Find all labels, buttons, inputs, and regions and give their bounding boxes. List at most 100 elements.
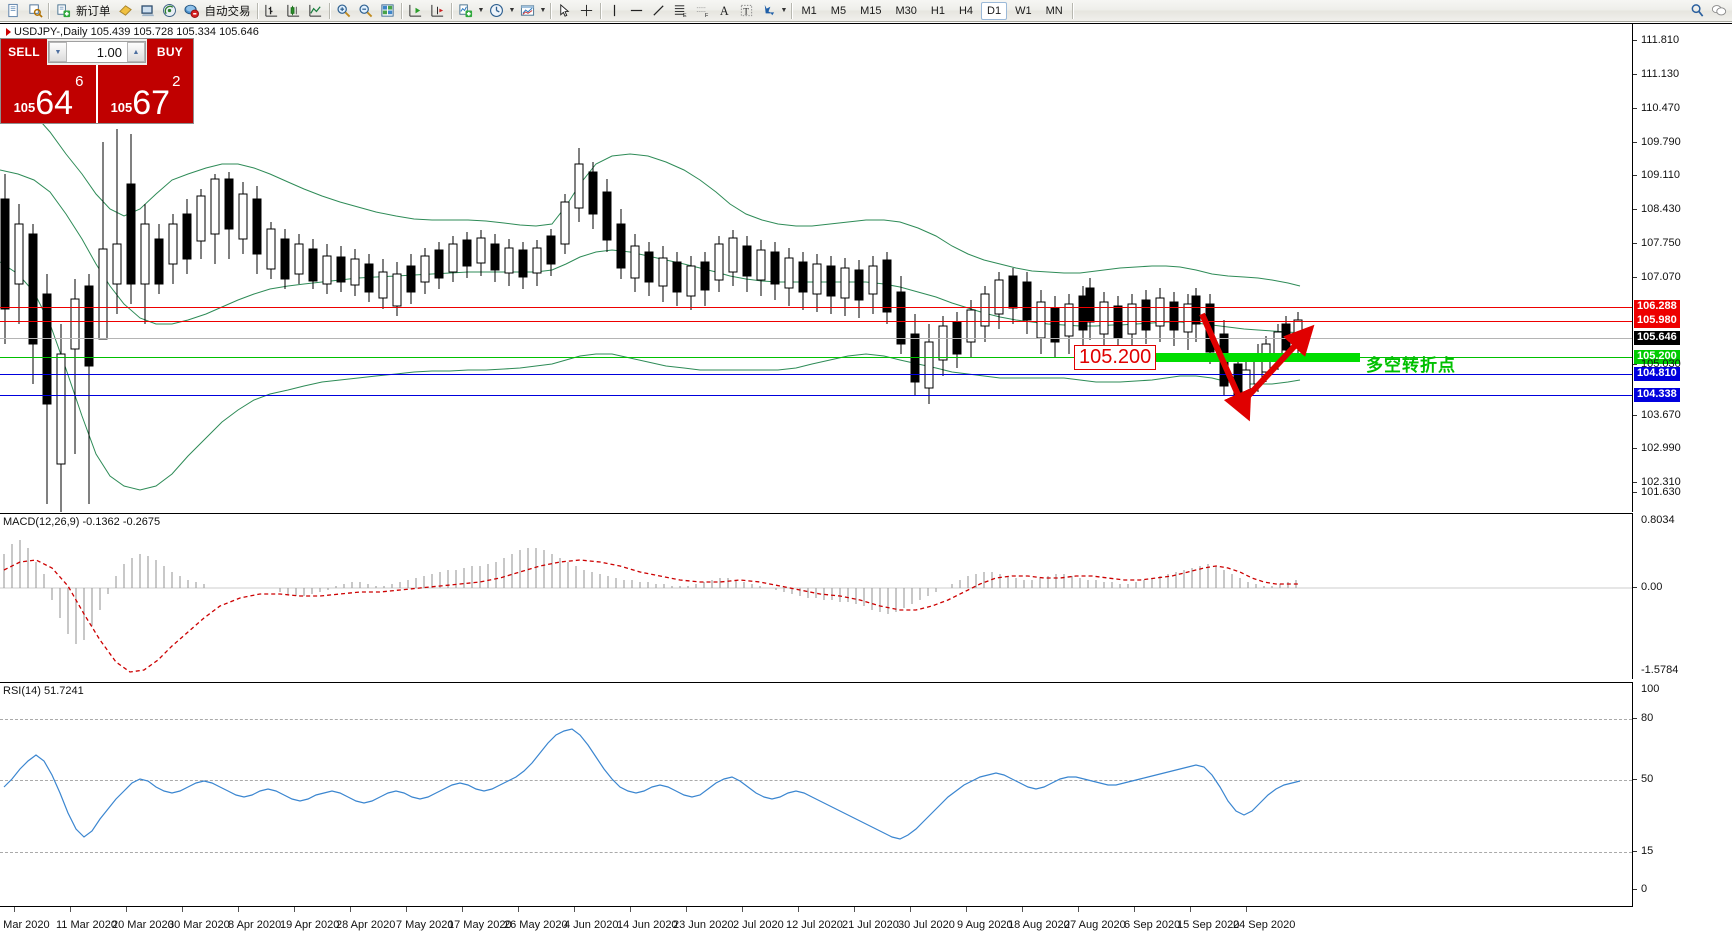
price-chip-105200[interactable]: 105.200 bbox=[1634, 350, 1680, 364]
main-toolbar[interactable]: 新订单 自动交易 ▼ ▼ bbox=[0, 0, 1732, 22]
signals-icon[interactable] bbox=[159, 1, 181, 21]
trendline-icon[interactable] bbox=[648, 1, 670, 21]
volume-input[interactable]: 1.00 bbox=[67, 42, 127, 62]
symbol-marker-icon bbox=[6, 28, 11, 37]
timeframe-h1[interactable]: H1 bbox=[930, 4, 945, 17]
one-click-trading-prices[interactable]: 105 64 6 105 67 2 bbox=[1, 65, 193, 123]
chat-icon[interactable] bbox=[1708, 1, 1730, 21]
resistance-line-106288[interactable] bbox=[0, 307, 1632, 308]
timeframe-h4[interactable]: H4 bbox=[958, 4, 973, 17]
indicators-icon[interactable] bbox=[455, 1, 477, 21]
new-order-icon[interactable] bbox=[52, 1, 74, 21]
templates-icon[interactable] bbox=[517, 1, 539, 21]
support-line-104338[interactable] bbox=[0, 395, 1632, 396]
rsi-canvas bbox=[3, 728, 1301, 840]
price-axis[interactable]: 111.810 111.130 110.470 109.790 109.110 … bbox=[1632, 24, 1732, 512]
volume-increment-button[interactable]: ▲ bbox=[127, 42, 145, 62]
zoom-out-icon[interactable] bbox=[355, 1, 377, 21]
expert-advisor-icon[interactable] bbox=[115, 1, 137, 21]
date-label: 7 May 2020 bbox=[396, 919, 454, 931]
macd-label: MACD(12,26,9) -0.1362 -0.2675 bbox=[3, 516, 161, 528]
one-click-trading-panel[interactable]: SELL ▼ 1.00 ▲ BUY 105 64 6 105 67 2 bbox=[0, 38, 194, 124]
line-chart-icon[interactable] bbox=[305, 1, 327, 21]
autotrading-icon[interactable] bbox=[181, 1, 203, 21]
terminal-icon[interactable] bbox=[137, 1, 159, 21]
pivot-green-band[interactable] bbox=[1150, 353, 1360, 362]
bar-chart-icon[interactable] bbox=[261, 1, 283, 21]
equidistant-channel-icon[interactable]: F bbox=[692, 1, 714, 21]
timeframe-mn[interactable]: MN bbox=[1045, 4, 1063, 17]
macd-signal-line bbox=[3, 559, 1300, 673]
chevron-down-icon[interactable]: ▼ bbox=[539, 7, 547, 14]
last-price-line-105646[interactable] bbox=[0, 338, 1632, 339]
timeframe-w1[interactable]: W1 bbox=[1015, 4, 1032, 17]
crosshair-icon[interactable] bbox=[576, 1, 598, 21]
buy-price-sup: 2 bbox=[172, 73, 181, 90]
timeframe-m1[interactable]: M1 bbox=[801, 4, 817, 17]
cursor-icon[interactable] bbox=[554, 1, 576, 21]
chart-shift-icon[interactable] bbox=[405, 1, 427, 21]
shapes-icon[interactable] bbox=[758, 1, 780, 21]
tile-windows-icon[interactable] bbox=[377, 1, 399, 21]
timeframe-d1[interactable]: D1 bbox=[981, 1, 1008, 20]
chevron-down-icon[interactable]: ▼ bbox=[477, 7, 485, 14]
timeframe-m5[interactable]: M5 bbox=[830, 4, 847, 17]
period-icon[interactable] bbox=[486, 1, 508, 21]
buy-button[interactable]: BUY bbox=[147, 39, 193, 65]
rsi-panel[interactable]: RSI(14) 51.7241 bbox=[0, 682, 1632, 907]
axis-tick bbox=[1633, 175, 1637, 176]
rsi-axis[interactable]: 100 80 50 15 0 bbox=[1632, 682, 1732, 907]
arrow-annotations[interactable] bbox=[0, 24, 1632, 512]
price-chip-104810[interactable]: 104.810 bbox=[1634, 367, 1680, 381]
buy-price-cell[interactable]: 105 67 2 bbox=[96, 65, 193, 123]
candlestick-chart-icon[interactable] bbox=[283, 1, 305, 21]
price-tick-105030: 105.030 bbox=[1641, 358, 1681, 370]
price-chip-106288[interactable]: 106.288 bbox=[1634, 300, 1680, 314]
timeframe-m30[interactable]: M30 bbox=[895, 4, 917, 17]
auto-scroll-icon[interactable] bbox=[427, 1, 449, 21]
search-icon[interactable] bbox=[1686, 1, 1708, 21]
date-tick bbox=[350, 907, 351, 912]
fibonacci-icon[interactable]: E bbox=[670, 1, 692, 21]
price-chip-104338[interactable]: 104.338 bbox=[1634, 388, 1680, 402]
chevron-down-icon[interactable]: ▼ bbox=[508, 7, 516, 14]
support-line-104810[interactable] bbox=[0, 374, 1632, 375]
price-chip-105646[interactable]: 105.646 bbox=[1634, 331, 1680, 345]
pivot-line-105200[interactable] bbox=[0, 357, 1632, 358]
date-label: 14 Jun 2020 bbox=[617, 919, 678, 931]
chevron-down-icon[interactable]: ▼ bbox=[780, 7, 788, 14]
volume-decrement-button[interactable]: ▼ bbox=[49, 42, 67, 62]
axis-tick bbox=[1633, 851, 1637, 852]
date-tick bbox=[182, 907, 183, 912]
macd-axis[interactable]: 0.8034 0.00 -1.5784 bbox=[1632, 513, 1732, 679]
price-panel[interactable]: 105.200 多空转折点 bbox=[0, 24, 1632, 512]
date-axis[interactable]: 2 Mar 2020 11 Mar 2020 20 Mar 2020 30 Ma… bbox=[0, 906, 1632, 944]
axis-label: 108.430 bbox=[1641, 203, 1681, 215]
autotrading-label[interactable]: 自动交易 bbox=[204, 5, 251, 18]
new-document-icon[interactable] bbox=[2, 1, 24, 21]
rsi-level-15 bbox=[0, 852, 1632, 853]
axis-tick bbox=[1633, 243, 1637, 244]
volume-stepper[interactable]: ▼ 1.00 ▲ bbox=[48, 41, 146, 63]
sell-price-cell[interactable]: 105 64 6 bbox=[1, 65, 96, 123]
axis-tick bbox=[1633, 587, 1637, 588]
resistance-line-105980[interactable] bbox=[0, 321, 1632, 322]
data-window-icon[interactable] bbox=[24, 1, 46, 21]
new-order-label[interactable]: 新订单 bbox=[76, 5, 111, 18]
price-chip-105980[interactable]: 105.980 bbox=[1634, 314, 1680, 328]
chart-window[interactable]: USDJPY-,Daily 105.439 105.728 105.334 10… bbox=[0, 23, 1732, 944]
date-tick bbox=[518, 907, 519, 912]
axis-label: 107.750 bbox=[1641, 237, 1681, 249]
sell-button[interactable]: SELL bbox=[1, 39, 47, 65]
timeframe-m15[interactable]: M15 bbox=[860, 4, 882, 17]
macd-panel[interactable]: MACD(12,26,9) -0.1362 -0.2675 bbox=[0, 513, 1632, 679]
date-label: 17 May 2020 bbox=[448, 919, 512, 931]
date-tick bbox=[406, 907, 407, 912]
pivot-price-box[interactable]: 105.200 bbox=[1074, 345, 1157, 370]
one-click-trading-controls[interactable]: SELL ▼ 1.00 ▲ BUY bbox=[1, 39, 193, 65]
zoom-in-icon[interactable] bbox=[333, 1, 355, 21]
vertical-line-icon[interactable] bbox=[604, 1, 626, 21]
text-label-icon[interactable]: T bbox=[736, 1, 758, 21]
text-icon[interactable]: A bbox=[714, 1, 736, 21]
horizontal-line-icon[interactable] bbox=[626, 1, 648, 21]
